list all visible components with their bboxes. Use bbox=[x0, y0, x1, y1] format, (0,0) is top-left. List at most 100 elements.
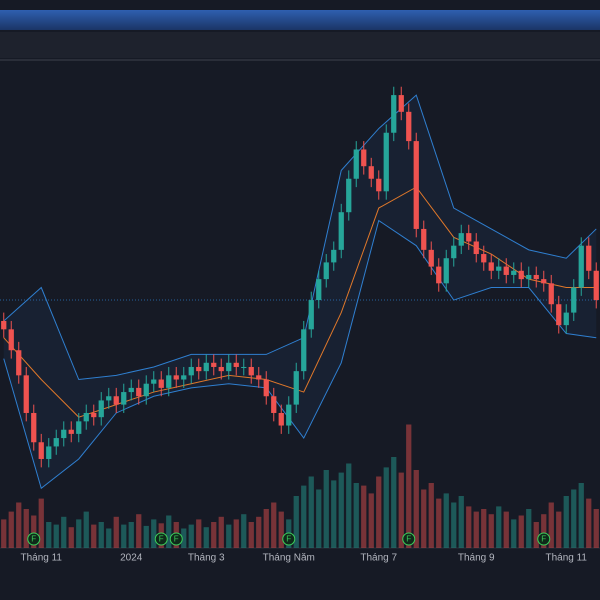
candle-body bbox=[113, 396, 119, 405]
volume-bar bbox=[383, 467, 389, 548]
candle-body bbox=[98, 400, 104, 418]
volume-bar bbox=[61, 516, 67, 548]
volume-bar bbox=[346, 463, 352, 548]
volume-bar bbox=[241, 514, 247, 548]
candle-body bbox=[53, 438, 59, 447]
volume-bar bbox=[586, 498, 592, 548]
volume-bar bbox=[473, 511, 479, 548]
candle-body bbox=[136, 387, 142, 397]
candle-body bbox=[46, 446, 52, 459]
candle-body bbox=[83, 412, 89, 422]
volume-bar bbox=[511, 519, 517, 548]
candle-body bbox=[556, 304, 562, 326]
header-bar bbox=[0, 32, 600, 58]
candle-body bbox=[488, 262, 494, 271]
volume-bar bbox=[451, 502, 457, 548]
event-label: F bbox=[286, 535, 291, 544]
candle-body bbox=[203, 362, 209, 372]
volume-bar bbox=[308, 476, 314, 548]
candle-body bbox=[256, 375, 262, 380]
event-marker bbox=[537, 532, 551, 546]
event-marker bbox=[282, 532, 296, 546]
candle-body bbox=[533, 274, 539, 280]
candle-body bbox=[128, 387, 134, 393]
event-label: F bbox=[174, 535, 179, 544]
candle-body bbox=[593, 270, 599, 301]
candle-body bbox=[188, 366, 194, 376]
candle-body bbox=[376, 178, 382, 192]
event-label: F bbox=[541, 535, 546, 544]
candle-body bbox=[121, 392, 127, 405]
x-tick-label: Tháng 3 bbox=[188, 553, 225, 564]
candle-body bbox=[316, 279, 322, 301]
candle-body bbox=[511, 270, 517, 275]
event-marker bbox=[169, 532, 183, 546]
volume-bar bbox=[323, 470, 329, 548]
candle-body bbox=[421, 228, 427, 250]
volume-bar bbox=[406, 424, 412, 548]
volume-bar bbox=[436, 498, 442, 548]
volume-bar bbox=[413, 470, 419, 548]
x-tick-label: Tháng 7 bbox=[360, 553, 397, 564]
candle-body bbox=[158, 379, 164, 388]
candle-body bbox=[8, 329, 14, 351]
candle-body bbox=[361, 149, 367, 167]
candle-body bbox=[76, 421, 82, 434]
volume-bar bbox=[428, 483, 434, 548]
volume-bar bbox=[136, 514, 142, 548]
candle-body bbox=[503, 266, 509, 275]
volume-bar bbox=[83, 511, 89, 548]
event-label: F bbox=[31, 535, 36, 544]
volume-bar bbox=[181, 528, 187, 548]
candle-body bbox=[226, 362, 232, 372]
candle-body bbox=[211, 362, 217, 367]
candle-body bbox=[173, 375, 179, 380]
volume-bar bbox=[398, 472, 404, 548]
event-marker bbox=[27, 532, 41, 546]
volume-bar bbox=[466, 506, 472, 548]
volume-bar bbox=[496, 506, 502, 548]
volume-bar bbox=[53, 524, 59, 548]
candle-body bbox=[196, 366, 202, 372]
candle-body bbox=[346, 178, 352, 213]
volume-bar bbox=[143, 525, 149, 548]
volume-bar bbox=[526, 509, 532, 548]
candle-body bbox=[241, 366, 247, 368]
volume-bar bbox=[91, 524, 97, 548]
volume-bar bbox=[316, 489, 322, 548]
x-tick-label: 2024 bbox=[120, 553, 143, 564]
candle-body bbox=[541, 279, 547, 284]
candle-body bbox=[323, 262, 329, 280]
candle-body bbox=[383, 132, 389, 192]
volume-bar bbox=[361, 485, 367, 548]
volume-bar bbox=[563, 496, 569, 548]
volume-bar bbox=[98, 522, 104, 548]
volume-bar bbox=[128, 522, 134, 548]
band-lower bbox=[3, 219, 597, 490]
volume-bar bbox=[271, 502, 277, 548]
toolbar[interactable] bbox=[0, 10, 600, 30]
candle-body bbox=[38, 442, 44, 459]
candle-body bbox=[398, 95, 404, 112]
candle-body bbox=[218, 366, 224, 372]
candle-body bbox=[301, 329, 307, 372]
volume-bar bbox=[518, 515, 524, 548]
candle-body bbox=[308, 300, 314, 330]
candle-body bbox=[368, 166, 374, 179]
volume-bar bbox=[443, 493, 449, 548]
event-marker bbox=[154, 532, 168, 546]
x-tick-label: Tháng Năm bbox=[263, 553, 315, 564]
candle-body bbox=[451, 245, 457, 259]
volume-bar bbox=[278, 511, 284, 548]
volume-bar bbox=[571, 489, 577, 548]
volume-bar bbox=[16, 502, 22, 548]
candle-body bbox=[406, 111, 412, 142]
volume-bar bbox=[263, 509, 269, 548]
candle-body bbox=[271, 396, 277, 413]
candle-body bbox=[496, 266, 502, 271]
candle-body bbox=[293, 371, 299, 405]
volume-bar bbox=[8, 511, 14, 548]
volume-bar bbox=[226, 524, 232, 548]
candle-body bbox=[518, 270, 524, 280]
